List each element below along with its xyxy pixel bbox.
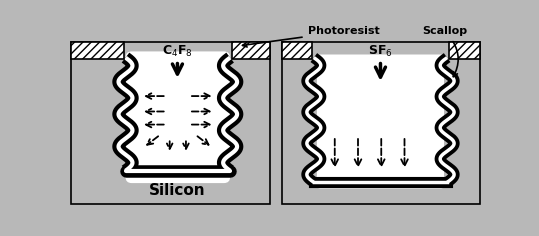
Bar (71, 42, 124, 59)
Bar (71, 42, 271, 204)
Bar (282, 42, 312, 59)
FancyBboxPatch shape (317, 55, 444, 189)
Text: Photoresist: Photoresist (243, 26, 379, 47)
Text: C$_4$F$_8$: C$_4$F$_8$ (162, 44, 193, 59)
Text: Scallop: Scallop (422, 26, 467, 77)
Bar (282, 42, 480, 204)
Bar (232, 42, 271, 59)
Bar (448, 42, 480, 59)
Text: SF$_6$: SF$_6$ (368, 44, 393, 59)
Text: Silicon: Silicon (149, 182, 206, 198)
FancyBboxPatch shape (126, 51, 230, 183)
